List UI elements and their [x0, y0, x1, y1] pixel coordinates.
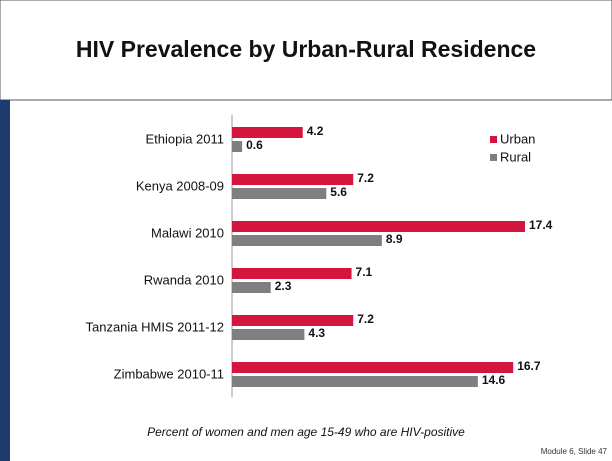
category-label: Malawi 2010	[151, 225, 224, 240]
category-label: Tanzania HMIS 2011-12	[85, 319, 224, 334]
value-label: 7.2	[357, 312, 374, 326]
bar	[232, 221, 525, 232]
legend-swatch	[490, 136, 497, 143]
bar	[232, 188, 327, 199]
bar	[232, 315, 354, 326]
bar	[232, 282, 271, 293]
value-label: 17.4	[529, 218, 553, 232]
value-label: 4.2	[307, 124, 324, 138]
bar	[232, 235, 382, 246]
bar	[232, 268, 352, 279]
side-bar	[0, 100, 10, 461]
bar	[232, 362, 514, 373]
category-label: Kenya 2008-09	[136, 178, 224, 193]
value-label: 16.7	[517, 359, 541, 373]
chart-title: HIV Prevalence by Urban-Rural Residence	[76, 36, 536, 62]
footer: Module 6, Slide 47	[541, 447, 608, 456]
bar	[232, 376, 478, 387]
category-label: Rwanda 2010	[144, 272, 224, 287]
category-label: Zimbabwe 2010-11	[114, 366, 224, 381]
bar	[232, 127, 303, 138]
legend-label: Urban	[500, 131, 535, 146]
value-label: 0.6	[246, 138, 263, 152]
value-label: 5.6	[330, 185, 347, 199]
caption: Percent of women and men age 15-49 who a…	[147, 425, 465, 439]
value-label: 7.1	[356, 265, 373, 279]
bar	[232, 141, 243, 152]
value-label: 4.3	[308, 326, 325, 340]
title-band	[0, 0, 612, 101]
value-label: 8.9	[386, 232, 403, 246]
value-label: 14.6	[482, 373, 506, 387]
bar	[232, 329, 305, 340]
value-label: 7.2	[357, 171, 374, 185]
category-label: Ethiopia 2011	[145, 131, 224, 146]
value-label: 2.3	[275, 279, 292, 293]
legend-label: Rural	[500, 149, 531, 164]
bar	[232, 174, 354, 185]
legend-swatch	[490, 154, 497, 161]
